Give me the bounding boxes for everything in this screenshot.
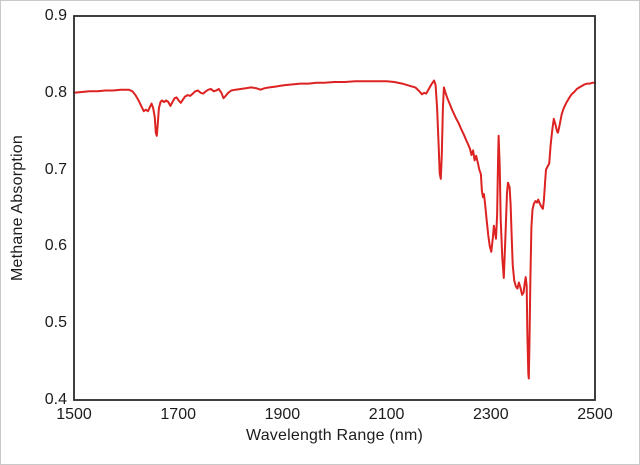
y-axis-title: Methane Absorption bbox=[9, 135, 26, 281]
x-axis-title: Wavelength Range (nm) bbox=[245, 427, 424, 444]
x-tick-label: 1900 bbox=[264, 406, 301, 423]
absorption-curve bbox=[73, 79, 596, 380]
x-tick-label: 2100 bbox=[368, 406, 405, 423]
y-tick-label: 0.6 bbox=[44, 237, 67, 255]
plot-border bbox=[73, 15, 596, 401]
y-tick-label: 0.4 bbox=[44, 391, 67, 408]
x-tick-label: 1500 bbox=[56, 406, 92, 423]
y-tick-label: 0.7 bbox=[44, 160, 67, 178]
y-tick-label: 0.9 bbox=[44, 7, 67, 24]
x-tick-label: 2500 bbox=[577, 406, 613, 423]
x-tick-label: 2300 bbox=[473, 406, 509, 423]
x-tick-label: 1700 bbox=[160, 406, 196, 423]
y-tick-label: 0.5 bbox=[44, 314, 67, 332]
y-tick-label: 0.8 bbox=[44, 83, 67, 101]
